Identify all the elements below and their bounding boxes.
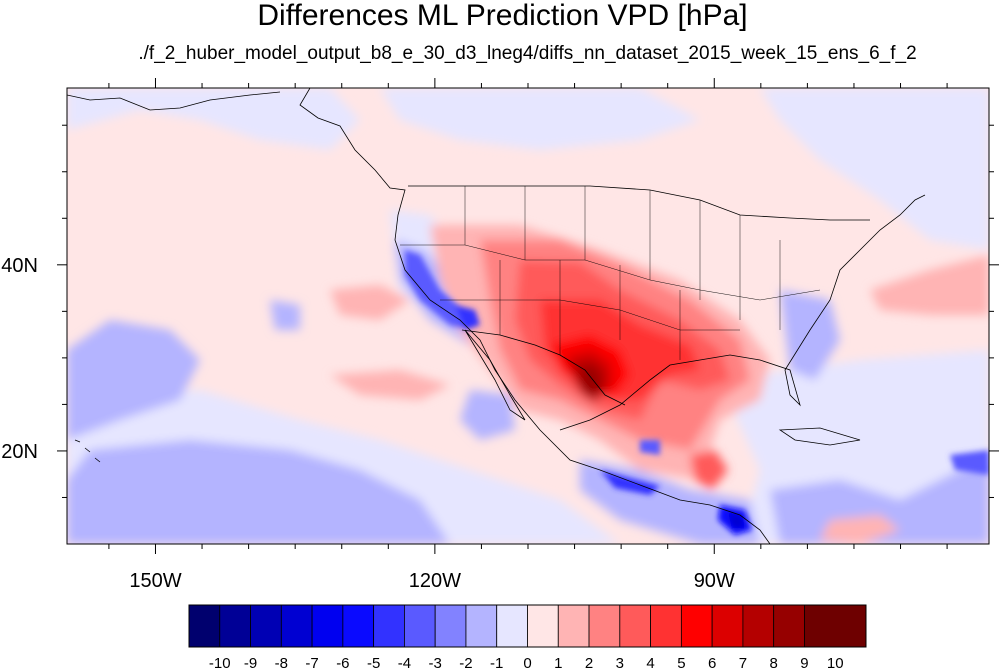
colorbar-swatch: [773, 604, 805, 648]
colorbar-frame: [188, 604, 867, 648]
state-boundary: [440, 299, 740, 331]
field-region: [690, 450, 728, 490]
coastlines: [67, 88, 926, 544]
field-region: [405, 250, 470, 330]
colorbar-label: 3: [616, 655, 624, 672]
x-tick-label: 120W: [409, 570, 461, 592]
colorbar-label: -1: [490, 655, 503, 672]
colorbar-label: -6: [336, 655, 349, 672]
colorbar-swatch: [742, 604, 775, 648]
gulf-coastline: [559, 194, 926, 431]
colorbar-label: -5: [367, 655, 380, 672]
state-boundary: [499, 260, 681, 360]
colorbar-label: 1: [554, 655, 562, 672]
field-region: [950, 450, 989, 475]
colorbar-swatch: [496, 604, 528, 648]
field-region: [455, 305, 480, 330]
colorbar-swatch: [465, 604, 498, 648]
x-axis-labels: 150W 120W 90W: [129, 570, 735, 592]
field-region: [780, 290, 840, 380]
colorbar: [188, 604, 867, 648]
colorbar-swatch: [557, 604, 590, 648]
us-border-north: [408, 185, 870, 221]
field-region: [760, 88, 989, 250]
field-region: [67, 88, 360, 150]
colorbar-swatch: [434, 604, 467, 648]
colorbar-swatch: [404, 604, 436, 648]
colorbar-label: -9: [244, 655, 257, 672]
field-region: [640, 440, 660, 455]
colorbar-swatch: [804, 604, 867, 648]
colorbar-label: 7: [739, 655, 747, 672]
field-region: [870, 255, 989, 315]
field-region: [600, 470, 660, 495]
colorbar-label: 10: [827, 655, 844, 672]
state-boundaries: [400, 186, 821, 360]
field-region: [380, 88, 700, 150]
field-region: [67, 320, 200, 440]
colorbar-label: -7: [305, 655, 318, 672]
colorbar-label: -3: [429, 655, 442, 672]
colorbar-swatch: [342, 604, 375, 648]
colorbar-swatch: [219, 604, 251, 648]
state-boundary: [400, 244, 821, 301]
colorbar-label: 5: [677, 655, 685, 672]
alaska-coastline: [67, 91, 281, 111]
colorbar-label: 8: [770, 655, 778, 672]
colorbar-swatch: [619, 604, 651, 648]
colorbar-swatch: [680, 604, 713, 648]
colorbar-label: -2: [459, 655, 472, 672]
colorbar-label: 6: [708, 655, 716, 672]
baja-coastline: [464, 329, 526, 421]
field-region: [330, 285, 410, 320]
field-region: [140, 460, 175, 505]
colorbar-swatch: [188, 604, 221, 648]
colorbar-label: -8: [275, 655, 288, 672]
cuba-coastline: [778, 427, 861, 446]
colorbar-swatch: [373, 604, 405, 648]
field-region: [460, 390, 515, 440]
colorbar-swatch: [527, 604, 559, 648]
colorbar-swatch: [311, 604, 344, 648]
x-tick-label: 150W: [129, 570, 181, 592]
x-tick-label: 90W: [694, 570, 735, 592]
colorbar-swatch: [280, 604, 313, 648]
colorbar-labels: -10 -9 -8 -7 -6 -5 -4 -3 -2 -1 0 1 2 3 4 5 6 7 8 9 10: [209, 655, 844, 672]
colorbar-label: 4: [646, 655, 654, 672]
colorbar-label: 2: [585, 655, 593, 672]
chart-subtitle: ./f_2_huber_model_output_b8_e_30_d3_lneg…: [138, 43, 917, 64]
colorbar-label: 9: [800, 655, 808, 672]
y-tick-label: 40N: [1, 255, 38, 277]
state-boundary: [464, 186, 781, 330]
hawaii-coastline: [74, 439, 101, 463]
field-region: [770, 460, 989, 544]
colorbar-label: 0: [523, 655, 531, 672]
north-america-coastline: [299, 88, 771, 544]
field-region: [820, 515, 900, 544]
colorbar-swatch: [250, 604, 282, 648]
colorbar-label: -10: [209, 655, 231, 672]
field-region: [270, 300, 300, 330]
colorbar-label: -4: [398, 655, 411, 672]
y-tick-label: 20N: [1, 441, 38, 463]
colorbar-swatch: [711, 604, 744, 648]
chart-title: Differences ML Prediction VPD [hPa]: [257, 0, 748, 32]
field-region: [580, 367, 600, 398]
axis-ticks: [57, 78, 999, 554]
field-layer: [67, 88, 989, 544]
y-axis-labels: 20N 40N: [1, 255, 38, 463]
field-region: [330, 370, 450, 400]
colorbar-swatch: [588, 604, 621, 648]
colorbar-swatch: [650, 604, 682, 648]
